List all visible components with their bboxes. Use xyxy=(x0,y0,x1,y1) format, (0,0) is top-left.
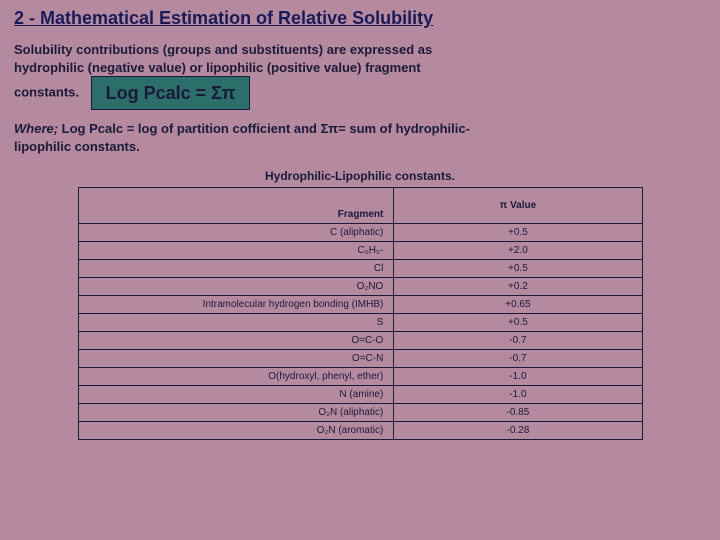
table-row: O₂N (aliphatic)-0.85 xyxy=(78,404,642,422)
table-header-row: Fragment π Value xyxy=(78,188,642,224)
value-cell: +0.5 xyxy=(394,260,642,278)
fragment-cell: O₂N (aromatic) xyxy=(78,422,394,440)
fragment-cell: O=C-N xyxy=(78,350,394,368)
page-title: 2 - Mathematical Estimation of Relative … xyxy=(14,8,706,29)
where-line: Where; Log Pcalc = log of partition coff… xyxy=(14,120,706,155)
table-row: C₆H₅-+2.0 xyxy=(78,242,642,260)
value-cell: +0.65 xyxy=(394,296,642,314)
value-cell: -0.85 xyxy=(394,404,642,422)
constants-table: Fragment π Value C (aliphatic)+0.5 C₆H₅-… xyxy=(78,187,643,440)
table-row: O₂N (aromatic)-0.28 xyxy=(78,422,642,440)
table-row: S+0.5 xyxy=(78,314,642,332)
fragment-cell: N (amine) xyxy=(78,386,394,404)
where-body-2: lipophilic constants. xyxy=(14,139,140,154)
value-cell: +2.0 xyxy=(394,242,642,260)
fragment-cell: S xyxy=(78,314,394,332)
table-row: N (amine)-1.0 xyxy=(78,386,642,404)
table-body: C (aliphatic)+0.5 C₆H₅-+2.0 Cl+0.5 O₂NO+… xyxy=(78,224,642,440)
value-cell: -1.0 xyxy=(394,386,642,404)
fragment-header: Fragment xyxy=(78,188,394,224)
table-row: Intramolecular hydrogen bonding (IMHB)+0… xyxy=(78,296,642,314)
table-caption: Hydrophilic-Lipophilic constants. xyxy=(14,169,706,183)
table-row: O=C-O-0.7 xyxy=(78,332,642,350)
value-cell: -0.7 xyxy=(394,350,642,368)
fragment-cell: C₆H₅- xyxy=(78,242,394,260)
value-cell: -0.28 xyxy=(394,422,642,440)
intro-text: Solubility contributions (groups and sub… xyxy=(14,41,706,110)
fragment-cell: O₂NO xyxy=(78,278,394,296)
intro-line-2: hydrophilic (negative value) or lipophil… xyxy=(14,60,421,75)
value-header: π Value xyxy=(394,188,642,224)
fragment-cell: O₂N (aliphatic) xyxy=(78,404,394,422)
table-row: O(hydroxyl, phenyl, ether)-1.0 xyxy=(78,368,642,386)
value-cell: +0.2 xyxy=(394,278,642,296)
fragment-cell: O(hydroxyl, phenyl, ether) xyxy=(78,368,394,386)
table-row: O=C-N-0.7 xyxy=(78,350,642,368)
formula-box: Log Pcalc = Σπ xyxy=(91,76,251,110)
fragment-cell: Intramolecular hydrogen bonding (IMHB) xyxy=(78,296,394,314)
table-row: Cl+0.5 xyxy=(78,260,642,278)
value-cell: -1.0 xyxy=(394,368,642,386)
value-cell: -0.7 xyxy=(394,332,642,350)
intro-line-1: Solubility contributions (groups and sub… xyxy=(14,42,432,57)
table-row: O₂NO+0.2 xyxy=(78,278,642,296)
fragment-cell: Cl xyxy=(78,260,394,278)
intro-line-3-pre: constants. xyxy=(14,85,79,100)
fragment-cell: C (aliphatic) xyxy=(78,224,394,242)
where-body-1: Log Pcalc = log of partition cofficient … xyxy=(58,121,470,136)
value-cell: +0.5 xyxy=(394,314,642,332)
table-row: C (aliphatic)+0.5 xyxy=(78,224,642,242)
where-prefix: Where; xyxy=(14,121,58,136)
fragment-cell: O=C-O xyxy=(78,332,394,350)
value-cell: +0.5 xyxy=(394,224,642,242)
